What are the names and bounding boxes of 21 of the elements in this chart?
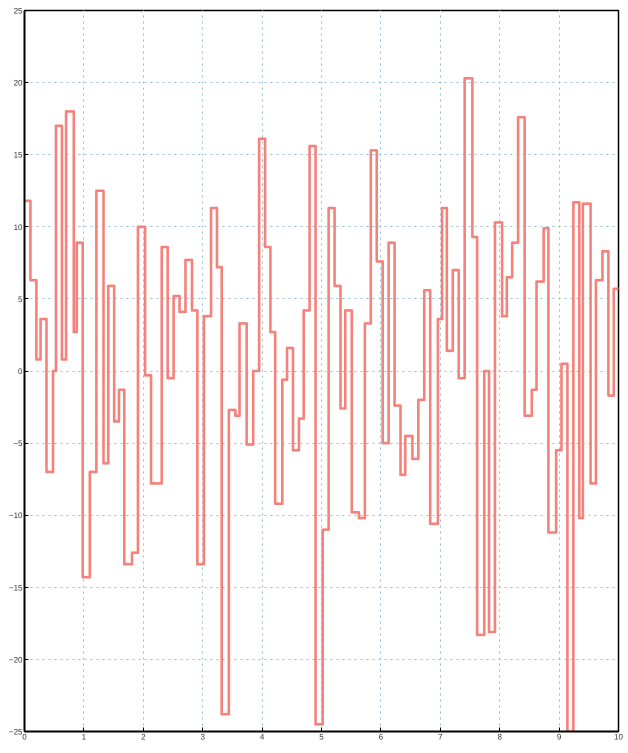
x-tick-label: 8	[497, 732, 502, 742]
y-tick-label: −15	[8, 583, 24, 592]
x-tick-label: 10	[614, 732, 624, 742]
x-tick-label: 5	[319, 732, 324, 742]
y-tick-label: 25	[14, 6, 24, 16]
y-tick-label: 10	[14, 222, 24, 232]
y-tick-label: −25	[8, 728, 24, 736]
y-tick-label: −20	[8, 655, 24, 664]
x-tick-label: 1	[82, 732, 87, 742]
y-tick-label: 20	[14, 78, 24, 88]
x-tick-label: 2	[141, 732, 146, 742]
x-tick-label: 3	[200, 732, 206, 742]
y-tick-label: −10	[8, 511, 24, 520]
y-tick-label: 0	[18, 367, 24, 376]
y-tick-label: 15	[14, 150, 24, 160]
x-tick-label: 9	[556, 732, 562, 742]
x-tick-label: 7	[438, 732, 444, 742]
y-tick-label: 5	[18, 294, 24, 304]
y-tick-label: −5	[13, 439, 24, 448]
x-tick-label: 6	[378, 732, 384, 742]
x-tick-label: 4	[260, 732, 265, 742]
